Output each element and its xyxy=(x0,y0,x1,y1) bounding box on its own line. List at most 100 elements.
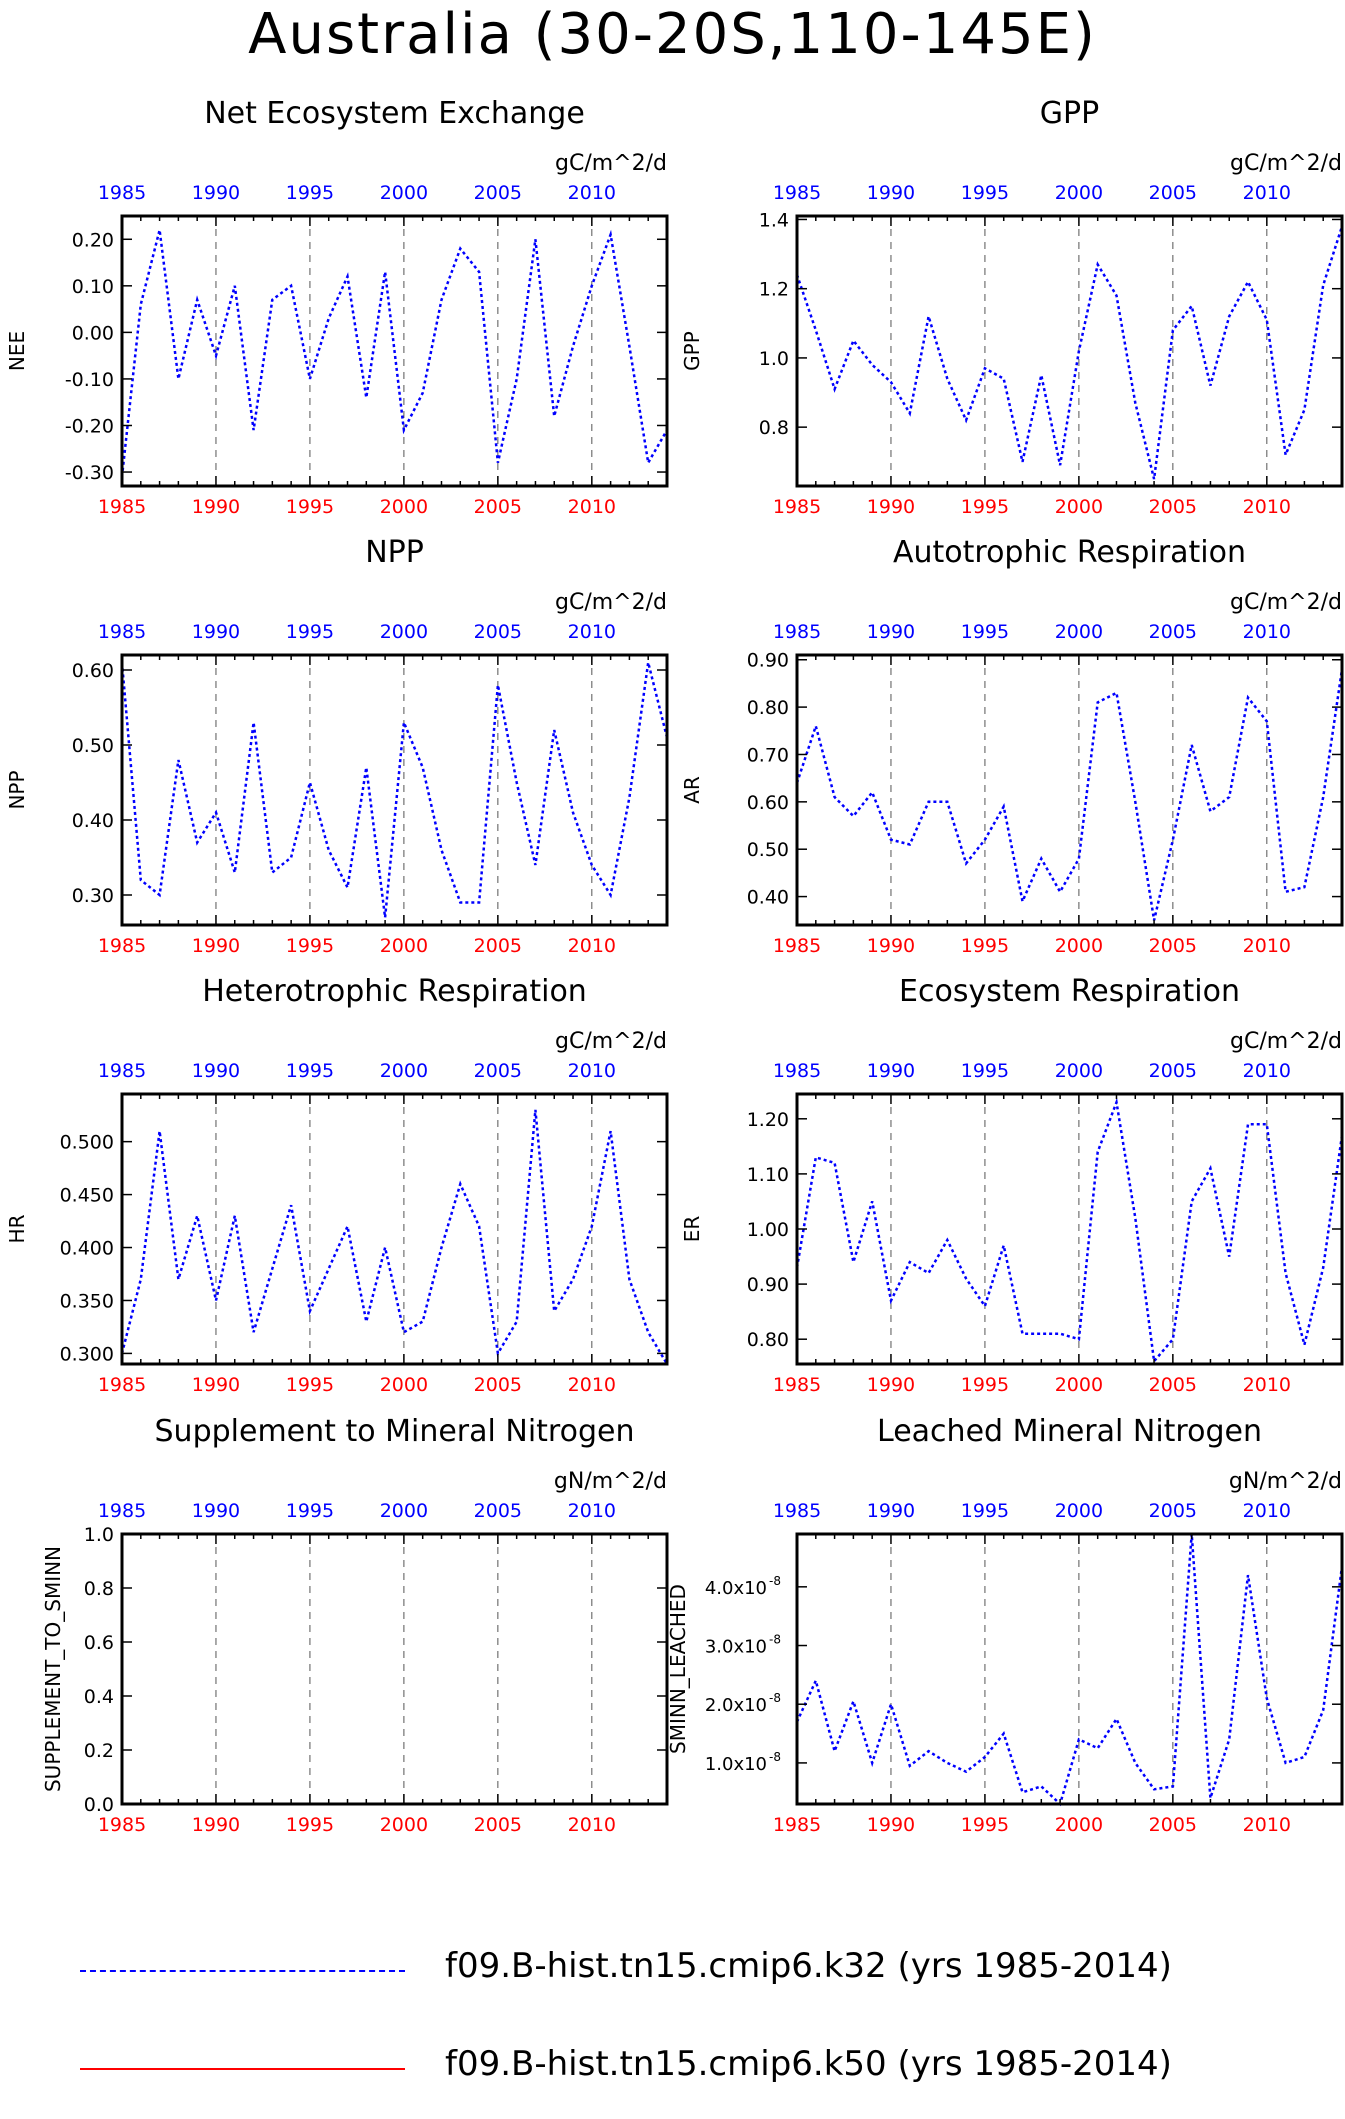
x-tick-label-bottom: 2000 xyxy=(380,1814,428,1836)
x-tick-label-bottom: 2005 xyxy=(1149,496,1197,518)
x-tick-label-bottom: 1985 xyxy=(773,1814,821,1836)
x-tick-label-bottom: 1985 xyxy=(98,935,146,957)
x-tick-label-top: 1995 xyxy=(961,1060,1009,1082)
x-tick-label-bottom: 1985 xyxy=(773,496,821,518)
x-tick-label-top: 1995 xyxy=(961,1500,1009,1522)
panel-title: Autotrophic Respiration xyxy=(893,535,1246,570)
y-tick-label: 3.0x10 xyxy=(705,1637,767,1658)
panel-units: gC/m^2/d xyxy=(1230,151,1342,176)
legend: f09.B-hist.tn15.cmip6.k32 (yrs 1985-2014… xyxy=(0,1940,1345,2110)
panel-title: Net Ecosystem Exchange xyxy=(204,96,585,131)
y-tick-label: 0.30 xyxy=(72,885,114,907)
x-tick-label-top: 1990 xyxy=(192,1500,240,1522)
x-tick-label-top: 2000 xyxy=(380,182,428,204)
y-tick-label: 0.80 xyxy=(747,1329,789,1351)
y-tick-label: 0.6 xyxy=(84,1632,114,1654)
x-tick-label-bottom: 2000 xyxy=(380,1374,428,1396)
x-tick-label-bottom: 1990 xyxy=(867,935,915,957)
x-tick-label-bottom: 2005 xyxy=(474,935,522,957)
x-tick-label-bottom: 2010 xyxy=(1243,935,1291,957)
x-tick-label-bottom: 2005 xyxy=(474,1814,522,1836)
y-tick-label: 0.4 xyxy=(84,1686,114,1708)
x-tick-label-bottom: 2010 xyxy=(568,935,616,957)
x-tick-label-bottom: 1990 xyxy=(192,496,240,518)
x-tick-label-top: 2010 xyxy=(568,1500,616,1522)
panel-title: Leached Mineral Nitrogen xyxy=(877,1414,1262,1449)
panel-title: NPP xyxy=(365,535,424,570)
y-tick-label: 2.0x10 xyxy=(705,1695,767,1716)
series-line xyxy=(795,226,1344,480)
y-tick-label: 0.500 xyxy=(60,1132,114,1154)
plot-frame xyxy=(120,1092,669,1366)
series-line xyxy=(795,1533,1344,1807)
x-tick-label-bottom: 2010 xyxy=(1243,496,1291,518)
plot-frame xyxy=(120,214,669,488)
x-tick-label-top: 1990 xyxy=(192,621,240,643)
y-axis-label: NEE xyxy=(5,331,29,371)
x-tick-label-bottom: 1990 xyxy=(867,1814,915,1836)
x-tick-label-bottom: 2010 xyxy=(1243,1814,1291,1836)
y-tick-label: 4.0x10 xyxy=(705,1578,767,1599)
x-tick-label-top: 2000 xyxy=(1055,182,1103,204)
x-tick-label-top: 1985 xyxy=(773,621,821,643)
y-tick-label: 1.0 xyxy=(759,348,789,370)
y-tick-label: 0.50 xyxy=(747,839,789,861)
y-tick-label: 1.4 xyxy=(759,209,789,231)
x-tick-label-top: 2000 xyxy=(1055,621,1103,643)
y-axis-label: NPP xyxy=(5,770,29,809)
y-axis-label: AR xyxy=(680,776,704,804)
y-tick-label: 0.50 xyxy=(72,735,114,757)
x-tick-label-bottom: 1985 xyxy=(773,1374,821,1396)
x-tick-label-bottom: 2000 xyxy=(1055,496,1103,518)
x-tick-label-bottom: 1985 xyxy=(98,1374,146,1396)
x-tick-label-top: 1995 xyxy=(286,621,334,643)
x-tick-label-bottom: 1995 xyxy=(286,1814,334,1836)
plot-frame xyxy=(795,214,1344,488)
x-tick-label-top: 2000 xyxy=(380,621,428,643)
x-tick-label-bottom: 1995 xyxy=(286,935,334,957)
plot-frame xyxy=(795,1092,1344,1366)
panel-units: gC/m^2/d xyxy=(555,151,667,176)
x-tick-label-bottom: 1995 xyxy=(286,496,334,518)
x-tick-label-top: 2005 xyxy=(1149,1500,1197,1522)
charts-area: Net Ecosystem Exchange gC/m^2/d 1985 1985 19… xyxy=(5,96,1344,1836)
legend-item: f09.B-hist.tn15.cmip6.k50 (yrs 1985-2014… xyxy=(0,2038,1345,2098)
y-tick-label: 1.0x10 xyxy=(705,1754,767,1775)
x-tick-label-bottom: 2005 xyxy=(474,1374,522,1396)
x-tick-label-bottom: 2000 xyxy=(1055,935,1103,957)
y-tick-label: 0.00 xyxy=(72,322,114,344)
x-tick-label-bottom: 2010 xyxy=(568,1814,616,1836)
x-tick-label-top: 2005 xyxy=(1149,621,1197,643)
y-tick-label: 0.8 xyxy=(84,1578,114,1600)
x-tick-label-top: 1990 xyxy=(867,1060,915,1082)
legend-item: f09.B-hist.tn15.cmip6.k32 (yrs 1985-2014… xyxy=(0,1940,1345,2000)
panel-units: gN/m^2/d xyxy=(554,1469,667,1494)
y-tick-exponent: -8 xyxy=(769,1691,781,1705)
x-tick-label-bottom: 1995 xyxy=(961,935,1009,957)
x-tick-label-top: 1985 xyxy=(773,1500,821,1522)
legend-label: f09.B-hist.tn15.cmip6.k50 (yrs 1985-2014… xyxy=(445,2044,1172,2084)
y-tick-label: 1.2 xyxy=(759,279,789,301)
y-tick-label: 0.40 xyxy=(72,810,114,832)
x-tick-label-bottom: 1990 xyxy=(867,1374,915,1396)
y-tick-label: 1.0 xyxy=(84,1524,114,1546)
x-tick-label-top: 2010 xyxy=(568,1060,616,1082)
x-tick-label-top: 2005 xyxy=(474,621,522,643)
y-tick-exponent: -8 xyxy=(769,1750,781,1764)
y-tick-label: 1.00 xyxy=(747,1219,789,1241)
series-line xyxy=(120,1109,669,1365)
x-tick-label-bottom: 1995 xyxy=(961,1374,1009,1396)
x-tick-label-bottom: 1985 xyxy=(98,1814,146,1836)
x-tick-label-top: 2005 xyxy=(1149,182,1197,204)
x-tick-label-top: 1985 xyxy=(98,1060,146,1082)
legend-line-solid xyxy=(80,2068,405,2070)
x-tick-label-bottom: 2000 xyxy=(1055,1374,1103,1396)
panel-units: gC/m^2/d xyxy=(1230,1029,1342,1054)
y-axis-label: GPP xyxy=(680,331,704,371)
y-tick-label: 0.40 xyxy=(747,887,789,909)
x-tick-label-bottom: 1990 xyxy=(192,1374,240,1396)
x-tick-label-bottom: 2010 xyxy=(568,496,616,518)
x-tick-label-top: 2010 xyxy=(1243,1500,1291,1522)
x-tick-label-top: 1995 xyxy=(961,621,1009,643)
x-tick-label-bottom: 1995 xyxy=(961,496,1009,518)
